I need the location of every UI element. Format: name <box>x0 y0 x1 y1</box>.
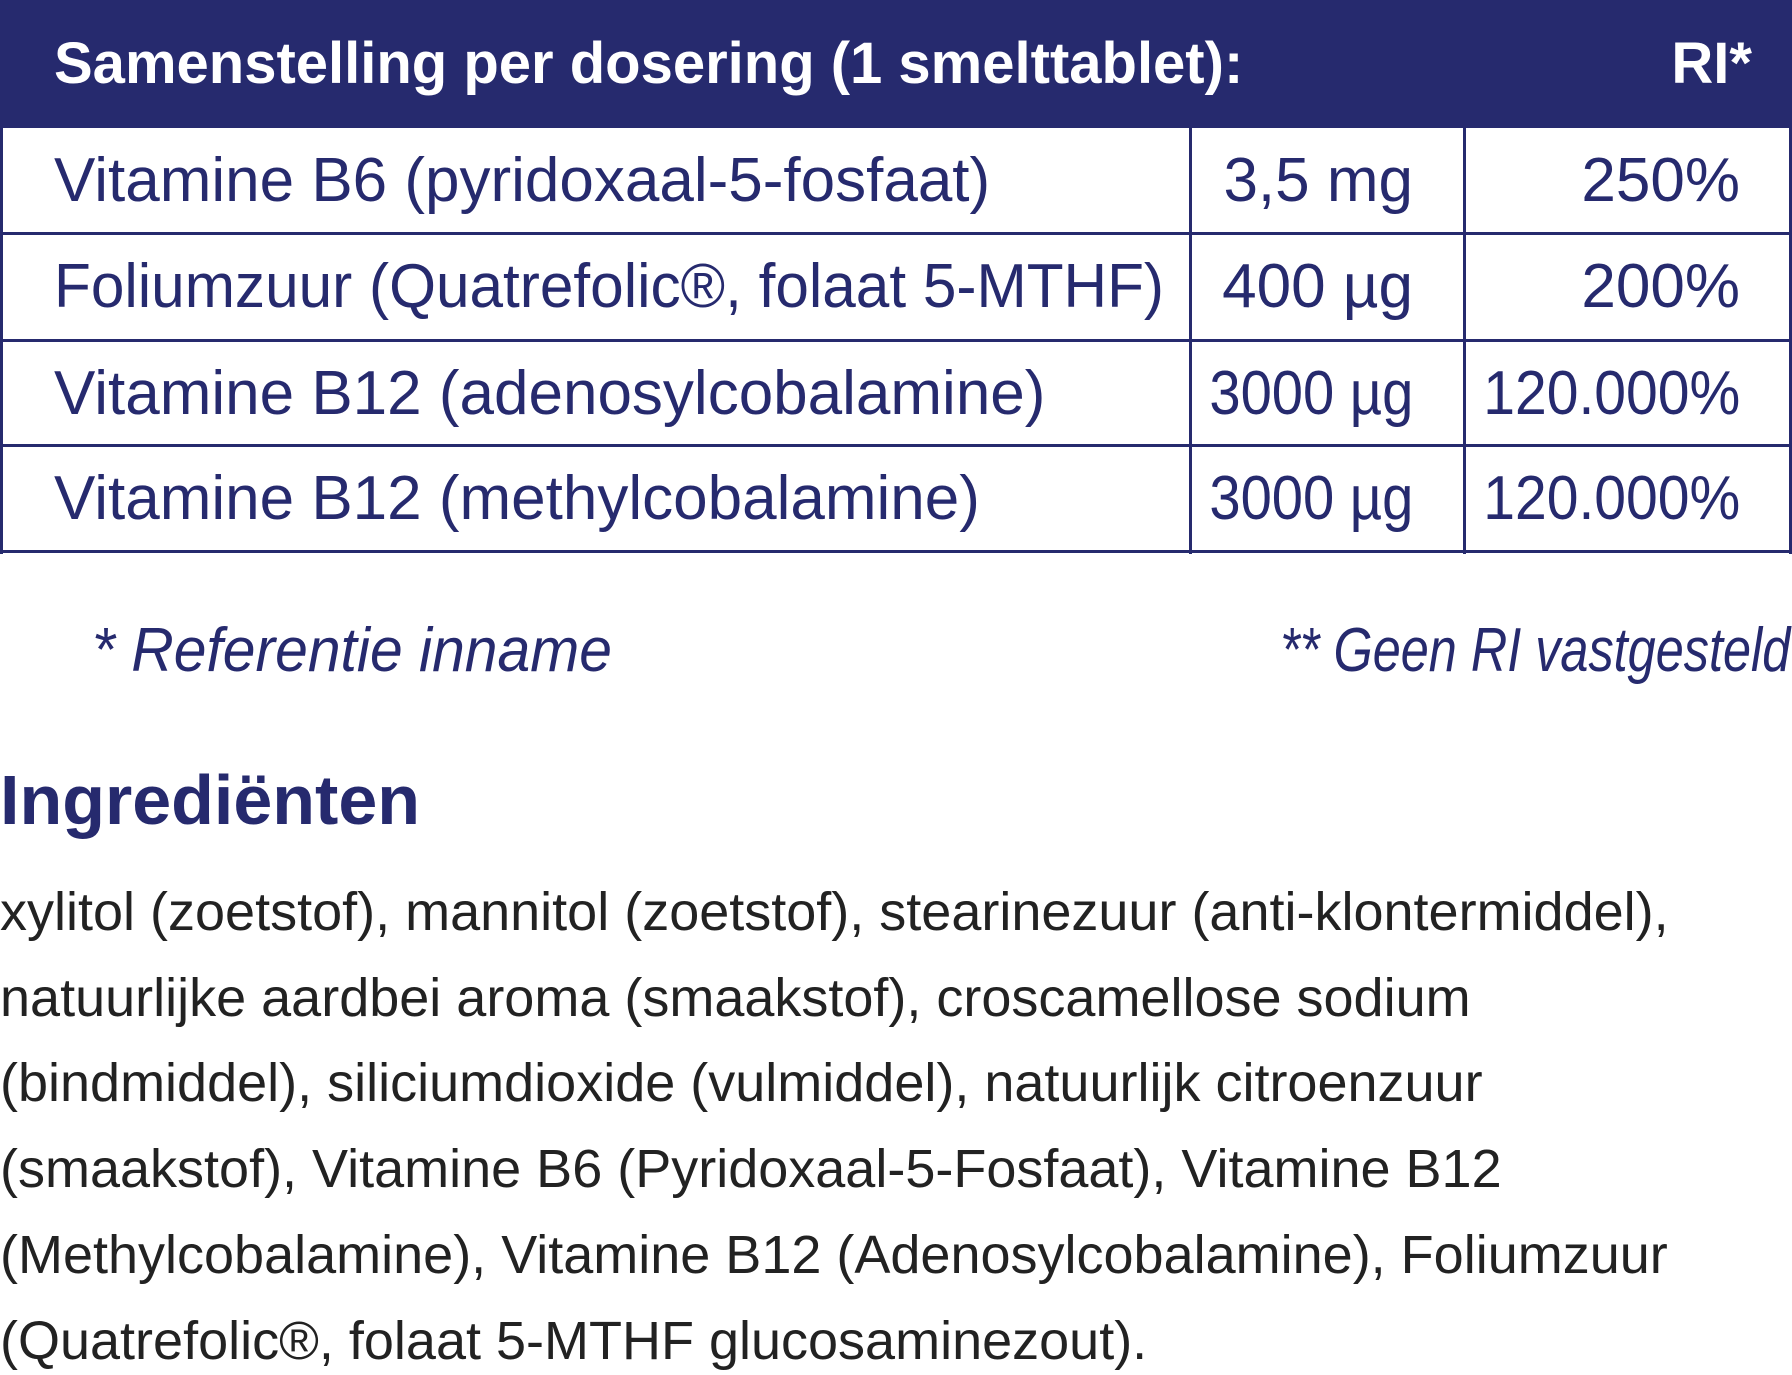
cell-text: 250% <box>1581 146 1740 215</box>
cell: 120.000% <box>1461 341 1740 447</box>
cell-text: Vitamine B6 (pyridoxaal-5-fosfaat) <box>54 146 991 215</box>
header-title: Samenstelling per dosering (1 smelttable… <box>54 30 1243 97</box>
cell: Vitamine B12 (methylcobalamine) <box>54 446 980 552</box>
row-line <box>0 550 1792 553</box>
ingredient-line: (Methylcobalamine), Vitamine B12 (Adenos… <box>0 1225 1668 1285</box>
column-line <box>0 128 3 554</box>
cell: 3000 µg <box>1188 446 1413 552</box>
column-line <box>1789 128 1792 554</box>
footnote-text: ** Geen RI vastgesteld <box>1280 616 1790 685</box>
cell-text: 3000 µg <box>1209 359 1413 428</box>
ingredient-line: (smaakstof), Vitamine B6 (Pyridoxaal-5-F… <box>0 1139 1502 1199</box>
row-line <box>0 339 1792 342</box>
cell-text: Vitamine B12 (adenosylcobalamine) <box>54 359 1046 428</box>
line-text: (Quatrefolic®, folaat 5-MTHF glucosamine… <box>0 1310 1148 1371</box>
line-text: (bindmiddel), siliciumdioxide (vulmiddel… <box>0 1053 1483 1114</box>
column-line <box>1463 128 1466 554</box>
row-line <box>0 444 1792 447</box>
ingredient-line: natuurlijke aardbei aroma (smaakstof), c… <box>0 968 1471 1028</box>
line-text: (Methylcobalamine), Vitamine B12 (Adenos… <box>0 1224 1668 1285</box>
cell: 3,5 mg <box>1223 128 1413 234</box>
ingredient-line: (Quatrefolic®, folaat 5-MTHF glucosamine… <box>0 1311 1147 1371</box>
header-text: Samenstelling per dosering (1 smelttable… <box>54 31 1244 96</box>
section-title: Ingrediënten <box>0 761 421 839</box>
line-text: (smaakstof), Vitamine B6 (Pyridoxaal-5-F… <box>0 1139 1502 1200</box>
cell: Vitamine B12 (adenosylcobalamine) <box>54 341 1045 447</box>
footnote: ** Geen RI vastgesteld <box>1163 615 1790 686</box>
cell-text: 120.000% <box>1483 359 1740 428</box>
table-header <box>0 0 1792 128</box>
cell: Foliumzuur (Quatrefolic®, folaat 5-MTHF) <box>54 234 1195 340</box>
line-text: natuurlijke aardbei aroma (smaakstof), c… <box>0 967 1471 1028</box>
cell: 400 µg <box>1222 234 1413 340</box>
cell: 3000 µg <box>1188 341 1413 447</box>
cell: 250% <box>1581 128 1740 234</box>
cell-text: 120.000% <box>1483 464 1740 533</box>
cell-text: 3000 µg <box>1209 464 1413 533</box>
cell-text: Vitamine B12 (methylcobalamine) <box>54 464 980 533</box>
cell-text: 400 µg <box>1222 252 1413 321</box>
cell: 120.000% <box>1461 446 1740 552</box>
footnote-text: * Referentie inname <box>92 616 612 685</box>
cell-text: Foliumzuur (Quatrefolic®, folaat 5-MTHF) <box>54 252 1164 321</box>
line-text: xylitol (zoetstof), mannitol (zoetstof),… <box>0 882 1669 942</box>
ingredient-line: xylitol (zoetstof), mannitol (zoetstof),… <box>0 882 1669 942</box>
row-line <box>0 232 1792 235</box>
cell-text: 3,5 mg <box>1223 146 1413 215</box>
footnote: * Referentie inname <box>64 615 612 686</box>
cell: 200% <box>1581 234 1740 340</box>
header-text: RI* <box>1671 31 1752 96</box>
cell: Vitamine B6 (pyridoxaal-5-fosfaat) <box>54 128 990 234</box>
column-line <box>1189 128 1192 554</box>
header-ri: RI* <box>1671 30 1752 97</box>
ingredient-line: (bindmiddel), siliciumdioxide (vulmiddel… <box>0 1053 1483 1113</box>
cell-text: 200% <box>1581 252 1740 321</box>
